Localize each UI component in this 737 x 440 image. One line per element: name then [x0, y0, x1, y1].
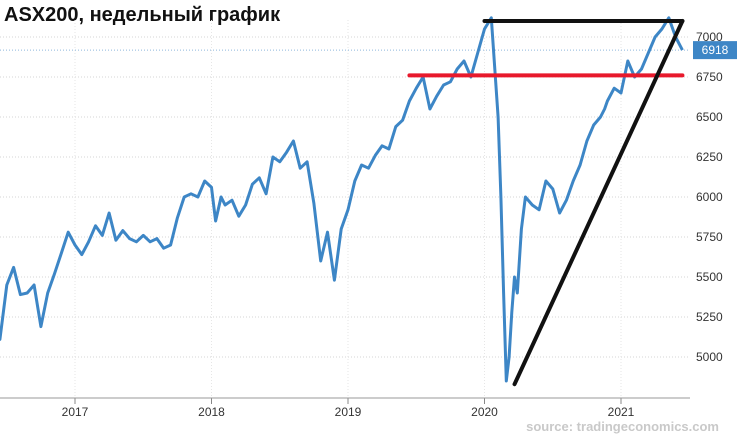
- y-tick-label: 6250: [696, 150, 723, 164]
- last-value-badge-bg: [693, 41, 737, 60]
- y-tick-label: 7000: [696, 30, 723, 44]
- series-line-0: [0, 16, 684, 383]
- last-value-badge: 6918: [693, 41, 737, 60]
- y-tick-label: 5000: [696, 350, 723, 364]
- x-tick-label: 2021: [608, 405, 635, 419]
- y-tick-label: 6500: [696, 110, 723, 124]
- x-tick-labels: 2017 2018 2019 2020 2021: [62, 405, 635, 419]
- annotations: [407, 19, 685, 387]
- grid-lines: [0, 36, 690, 358]
- series-group: [0, 16, 684, 383]
- y-tick-label: 5750: [696, 230, 723, 244]
- x-tick-label: 2018: [198, 405, 225, 419]
- x-tick-label: 2020: [471, 405, 498, 419]
- y-tick-label: 5250: [696, 310, 723, 324]
- y-tick-labels: 5000 5250 5500 5750 6000 6250 6500 6750 7000: [696, 30, 723, 364]
- x-tick-label: 2019: [335, 405, 362, 419]
- trendline-annotation: [512, 19, 685, 387]
- y-tick-label: 5500: [696, 270, 723, 284]
- y-tick-label: 6000: [696, 190, 723, 204]
- source-label: source: tradingeconomics.com: [526, 419, 719, 434]
- last-value-badge-text: 6918: [702, 43, 729, 57]
- x-tick-label: 2017: [62, 405, 89, 419]
- y-tick-label: 6750: [696, 70, 723, 84]
